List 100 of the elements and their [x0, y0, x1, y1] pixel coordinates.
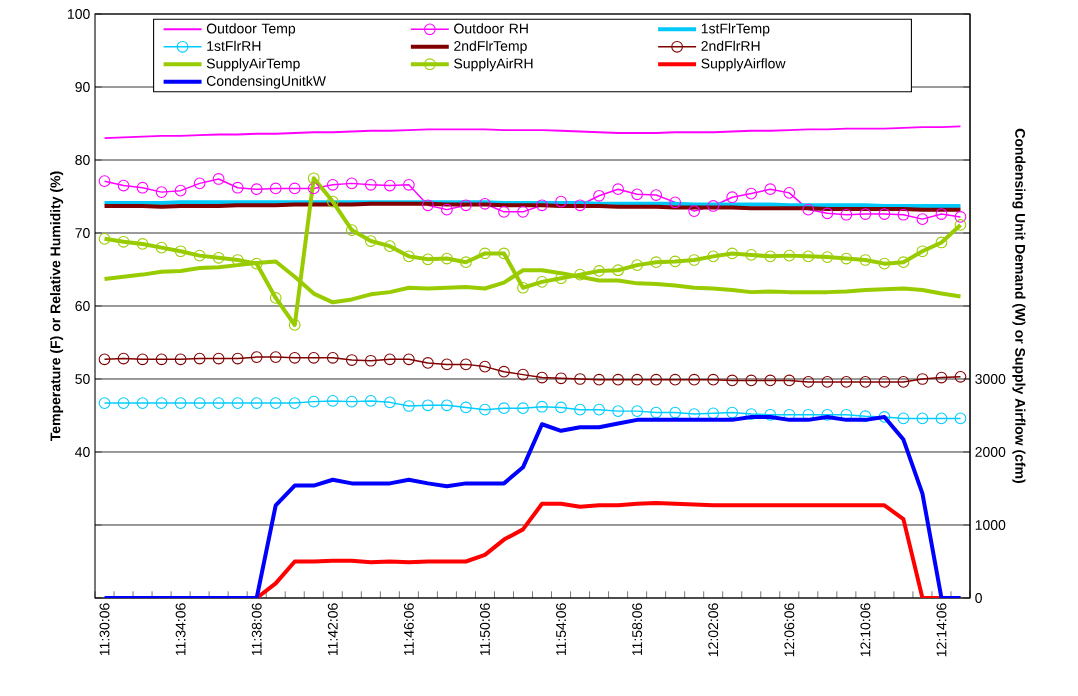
point	[345, 395, 358, 408]
point	[650, 189, 663, 201]
point	[764, 183, 777, 196]
point	[174, 245, 187, 258]
point	[174, 397, 187, 409]
point	[650, 406, 663, 419]
point	[98, 232, 111, 245]
point	[935, 236, 948, 249]
point	[364, 395, 377, 407]
point	[117, 352, 130, 365]
legend-label: Outdoor RH	[454, 23, 528, 34]
point	[878, 208, 891, 220]
point	[631, 259, 643, 271]
point	[193, 177, 206, 190]
point	[612, 183, 624, 196]
point	[231, 181, 244, 194]
legend-label: SupplyAirTemp	[206, 58, 300, 72]
legend-label: SupplyAirRH	[454, 58, 533, 72]
point	[402, 250, 415, 263]
y2-tick-label: 3000	[975, 374, 1006, 384]
point	[536, 199, 548, 212]
point	[783, 249, 796, 262]
point	[745, 249, 758, 261]
point	[364, 235, 377, 247]
point	[307, 182, 320, 195]
point	[136, 238, 149, 250]
point	[193, 249, 206, 262]
y-tick-label: 80	[75, 155, 90, 165]
point	[422, 253, 434, 266]
point	[612, 373, 624, 386]
point	[916, 245, 929, 258]
legend-label: SupplyAirflow	[701, 58, 786, 72]
point	[650, 256, 663, 269]
point	[155, 353, 168, 366]
point	[345, 224, 358, 236]
point	[117, 179, 130, 192]
point	[745, 408, 758, 420]
point	[916, 373, 929, 385]
point	[117, 235, 130, 248]
point	[326, 395, 339, 407]
point	[555, 195, 567, 208]
point	[383, 353, 396, 366]
point	[174, 353, 187, 366]
x-tick-label: 11:54:06	[556, 603, 566, 656]
point	[326, 178, 339, 191]
point	[250, 351, 263, 363]
point	[574, 373, 586, 385]
point	[593, 265, 605, 277]
point	[821, 207, 834, 220]
point	[878, 257, 891, 270]
point	[364, 354, 377, 367]
point	[897, 256, 910, 269]
point	[479, 360, 491, 373]
y-tick-label: 40	[75, 447, 90, 457]
point	[555, 401, 567, 414]
point	[669, 196, 682, 209]
point	[821, 408, 834, 421]
point	[117, 397, 130, 409]
point	[859, 376, 872, 388]
point	[479, 247, 491, 260]
x-tick-label: 12:02:06	[708, 603, 719, 657]
point	[897, 376, 910, 388]
point	[498, 402, 510, 415]
point	[631, 405, 643, 417]
point	[726, 374, 739, 387]
point	[593, 403, 605, 416]
point	[402, 400, 415, 412]
point	[954, 219, 967, 231]
point	[631, 373, 643, 386]
point	[460, 256, 472, 269]
point	[269, 351, 282, 363]
x-tick-label: 11:58:06	[632, 603, 643, 656]
point	[136, 353, 149, 366]
point	[193, 397, 206, 409]
x-tick-label: 11:42:06	[327, 603, 338, 656]
y2-tick-label: 1000	[975, 520, 1006, 530]
point	[517, 368, 529, 381]
point	[402, 353, 415, 366]
point	[288, 319, 301, 331]
point	[840, 208, 853, 221]
point	[916, 412, 929, 425]
point	[155, 186, 168, 198]
point	[840, 376, 853, 388]
y-tick-label: 90	[75, 82, 90, 92]
point	[155, 397, 168, 409]
point	[136, 181, 149, 194]
point	[402, 178, 415, 191]
x-tick-label: 11:34:06	[175, 603, 186, 656]
point	[536, 371, 548, 384]
y-tick-label: 70	[75, 228, 90, 238]
point	[916, 213, 929, 225]
x-tick-label: 11:50:06	[480, 603, 490, 656]
point	[859, 254, 872, 266]
point	[422, 199, 434, 212]
point	[935, 371, 948, 384]
point	[745, 187, 758, 200]
point	[764, 408, 777, 421]
point	[669, 373, 682, 386]
point	[821, 376, 834, 388]
point	[821, 251, 834, 263]
